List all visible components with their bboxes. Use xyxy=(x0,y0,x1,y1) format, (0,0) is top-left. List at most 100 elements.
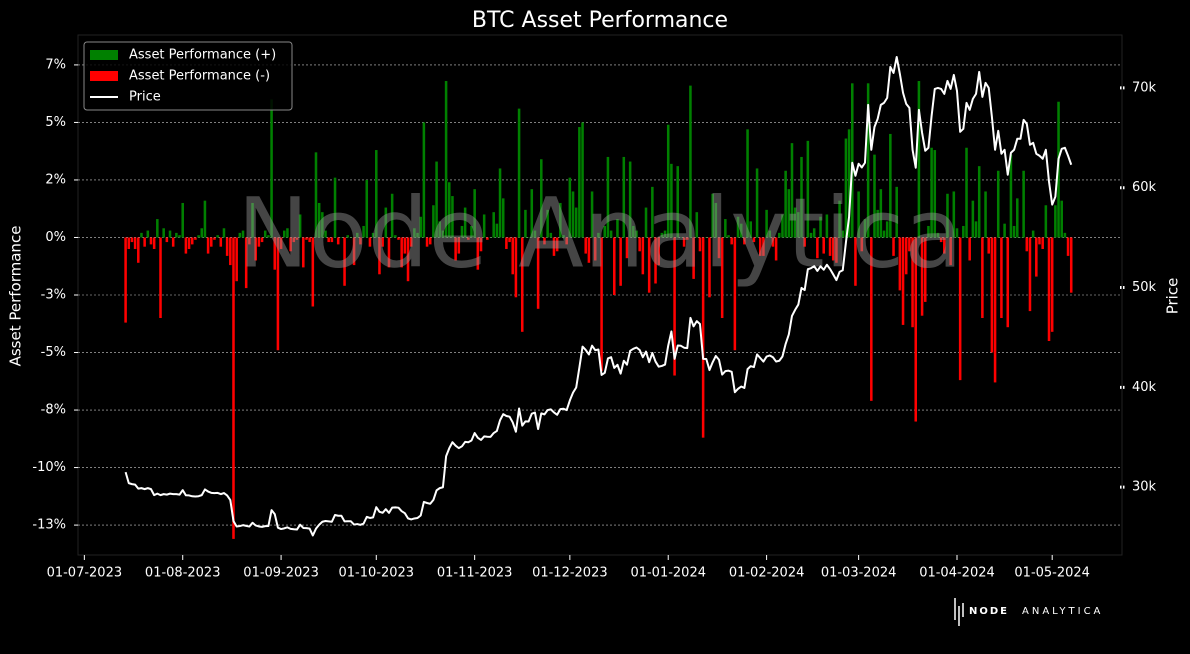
bar xyxy=(628,161,632,238)
bar xyxy=(362,225,365,238)
bar xyxy=(838,200,841,238)
bar xyxy=(349,237,353,238)
bar xyxy=(679,237,683,238)
bar xyxy=(812,228,816,238)
bar xyxy=(159,237,162,319)
bar xyxy=(809,232,813,238)
bar xyxy=(771,237,775,247)
bar xyxy=(206,237,210,254)
bar xyxy=(1041,237,1044,249)
bar xyxy=(302,237,305,268)
bar xyxy=(146,230,150,238)
bar xyxy=(1066,237,1070,256)
y-tick-label: -3% xyxy=(41,288,66,303)
y-tick-label: -8% xyxy=(41,403,66,418)
bar xyxy=(822,237,825,254)
bar xyxy=(917,81,921,238)
bar xyxy=(467,237,470,240)
bar xyxy=(790,143,794,238)
bar xyxy=(908,237,911,252)
bar xyxy=(758,237,762,256)
bar xyxy=(613,237,616,295)
bar xyxy=(1044,205,1048,238)
y2-tick-label: 70k xyxy=(1132,80,1157,95)
bar xyxy=(403,237,407,254)
bar xyxy=(514,237,518,298)
bar xyxy=(797,212,800,238)
bar xyxy=(1019,237,1022,238)
y2-tick-label: 50k xyxy=(1132,280,1157,295)
bar xyxy=(508,237,511,243)
bar xyxy=(825,214,829,238)
bar xyxy=(333,177,337,238)
bar xyxy=(390,193,394,238)
bar xyxy=(987,237,990,254)
bar xyxy=(854,237,857,286)
bar xyxy=(409,237,413,247)
bar xyxy=(171,237,175,247)
bar xyxy=(892,237,895,256)
bar xyxy=(530,189,534,238)
bar xyxy=(609,230,613,238)
bar xyxy=(733,237,737,351)
bar xyxy=(936,232,940,238)
bar xyxy=(1022,170,1025,238)
bar xyxy=(927,225,930,238)
bar xyxy=(1035,237,1038,277)
bar xyxy=(552,237,556,256)
bar xyxy=(625,237,629,259)
x-tick-label: 01-12-2023 xyxy=(532,566,608,581)
bar xyxy=(663,230,667,238)
bar xyxy=(143,237,146,247)
bar xyxy=(1000,237,1003,319)
bar xyxy=(803,237,806,247)
bar xyxy=(257,237,261,247)
bar xyxy=(235,237,238,282)
bar xyxy=(981,237,984,319)
x-tick-label: 01-03-2024 xyxy=(821,566,897,581)
bar xyxy=(762,237,765,256)
bar xyxy=(127,237,131,249)
bar xyxy=(184,237,188,254)
x-tick-label: 01-07-2023 xyxy=(47,566,123,581)
bar xyxy=(527,237,530,238)
legend-label: Asset Performance (-) xyxy=(129,69,270,84)
bar xyxy=(851,83,854,238)
legend-label: Price xyxy=(129,90,161,105)
bar xyxy=(308,237,311,243)
bar xyxy=(885,221,889,238)
bar xyxy=(860,237,864,252)
bar xyxy=(571,191,575,238)
bar xyxy=(958,237,962,381)
bar xyxy=(1054,205,1057,238)
bar xyxy=(486,237,489,240)
bar xyxy=(397,237,400,240)
bar xyxy=(197,235,200,238)
bar xyxy=(343,237,346,286)
bar xyxy=(879,189,883,238)
bar xyxy=(695,212,699,238)
bar xyxy=(321,212,324,238)
bar xyxy=(181,202,184,238)
bar xyxy=(904,237,908,275)
bar xyxy=(977,166,981,238)
bar xyxy=(933,150,937,238)
bar xyxy=(162,228,165,238)
bar xyxy=(130,237,134,243)
bar xyxy=(419,216,422,238)
bar xyxy=(444,81,448,238)
bar xyxy=(498,168,502,238)
y2-axis-label: Price xyxy=(1164,278,1182,315)
bar xyxy=(232,237,235,539)
bar xyxy=(1025,237,1029,252)
bar xyxy=(520,237,524,332)
bar xyxy=(635,230,638,238)
bar xyxy=(644,207,648,238)
bar xyxy=(774,237,778,261)
bar xyxy=(689,85,692,238)
bar xyxy=(673,237,676,376)
bar xyxy=(156,219,159,238)
bar xyxy=(778,232,781,238)
bar xyxy=(876,209,879,238)
